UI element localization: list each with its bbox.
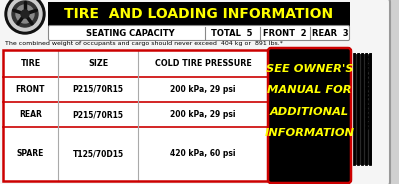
Circle shape [12, 1, 38, 27]
Text: FRONT  2: FRONT 2 [263, 29, 307, 38]
FancyBboxPatch shape [0, 0, 390, 184]
Text: TIRE  AND LOADING INFORMATION: TIRE AND LOADING INFORMATION [64, 8, 334, 22]
Text: FRONT: FRONT [16, 85, 45, 94]
Bar [351, 5, 375, 179]
Text: TOTAL  5: TOTAL 5 [211, 29, 253, 38]
Text: 420 kPa, 60 psi: 420 kPa, 60 psi [170, 149, 236, 158]
Text: ADDITIONAL: ADDITIONAL [270, 107, 349, 117]
Text: P215/70R15: P215/70R15 [73, 85, 124, 94]
Text: REAR  3: REAR 3 [312, 29, 348, 38]
Text: COLD TIRE PRESSURE: COLD TIRE PRESSURE [155, 59, 251, 68]
Text: MANUAL FOR: MANUAL FOR [267, 85, 352, 95]
Circle shape [5, 0, 45, 34]
Text: INFORMATION: INFORMATION [265, 128, 354, 138]
Text: T125/70D15: T125/70D15 [73, 149, 124, 158]
Text: REAR: REAR [19, 110, 42, 119]
Bar [48, 2, 350, 27]
Text: SEE OWNER'S: SEE OWNER'S [266, 64, 353, 74]
Text: TIRE: TIRE [20, 59, 41, 68]
Text: 200 kPa, 29 psi: 200 kPa, 29 psi [170, 110, 236, 119]
Text: SPARE: SPARE [17, 149, 44, 158]
Bar [3, 50, 268, 181]
Bar [3, 50, 268, 181]
Text: SIZE: SIZE [88, 59, 108, 68]
FancyBboxPatch shape [268, 48, 351, 183]
Circle shape [16, 5, 34, 23]
Text: P215/70R15: P215/70R15 [73, 110, 124, 119]
Text: The combined weight of occupants and cargo should never exceed  404 kg or  891 l: The combined weight of occupants and car… [5, 42, 283, 47]
Text: SEATING CAPACITY: SEATING CAPACITY [86, 29, 174, 38]
Text: 3G7DA03E41S503870: 3G7DA03E41S503870 [363, 54, 367, 130]
Text: 200 kPa, 29 psi: 200 kPa, 29 psi [170, 85, 236, 94]
Circle shape [8, 0, 42, 31]
FancyBboxPatch shape [49, 26, 350, 40]
Circle shape [21, 10, 29, 18]
